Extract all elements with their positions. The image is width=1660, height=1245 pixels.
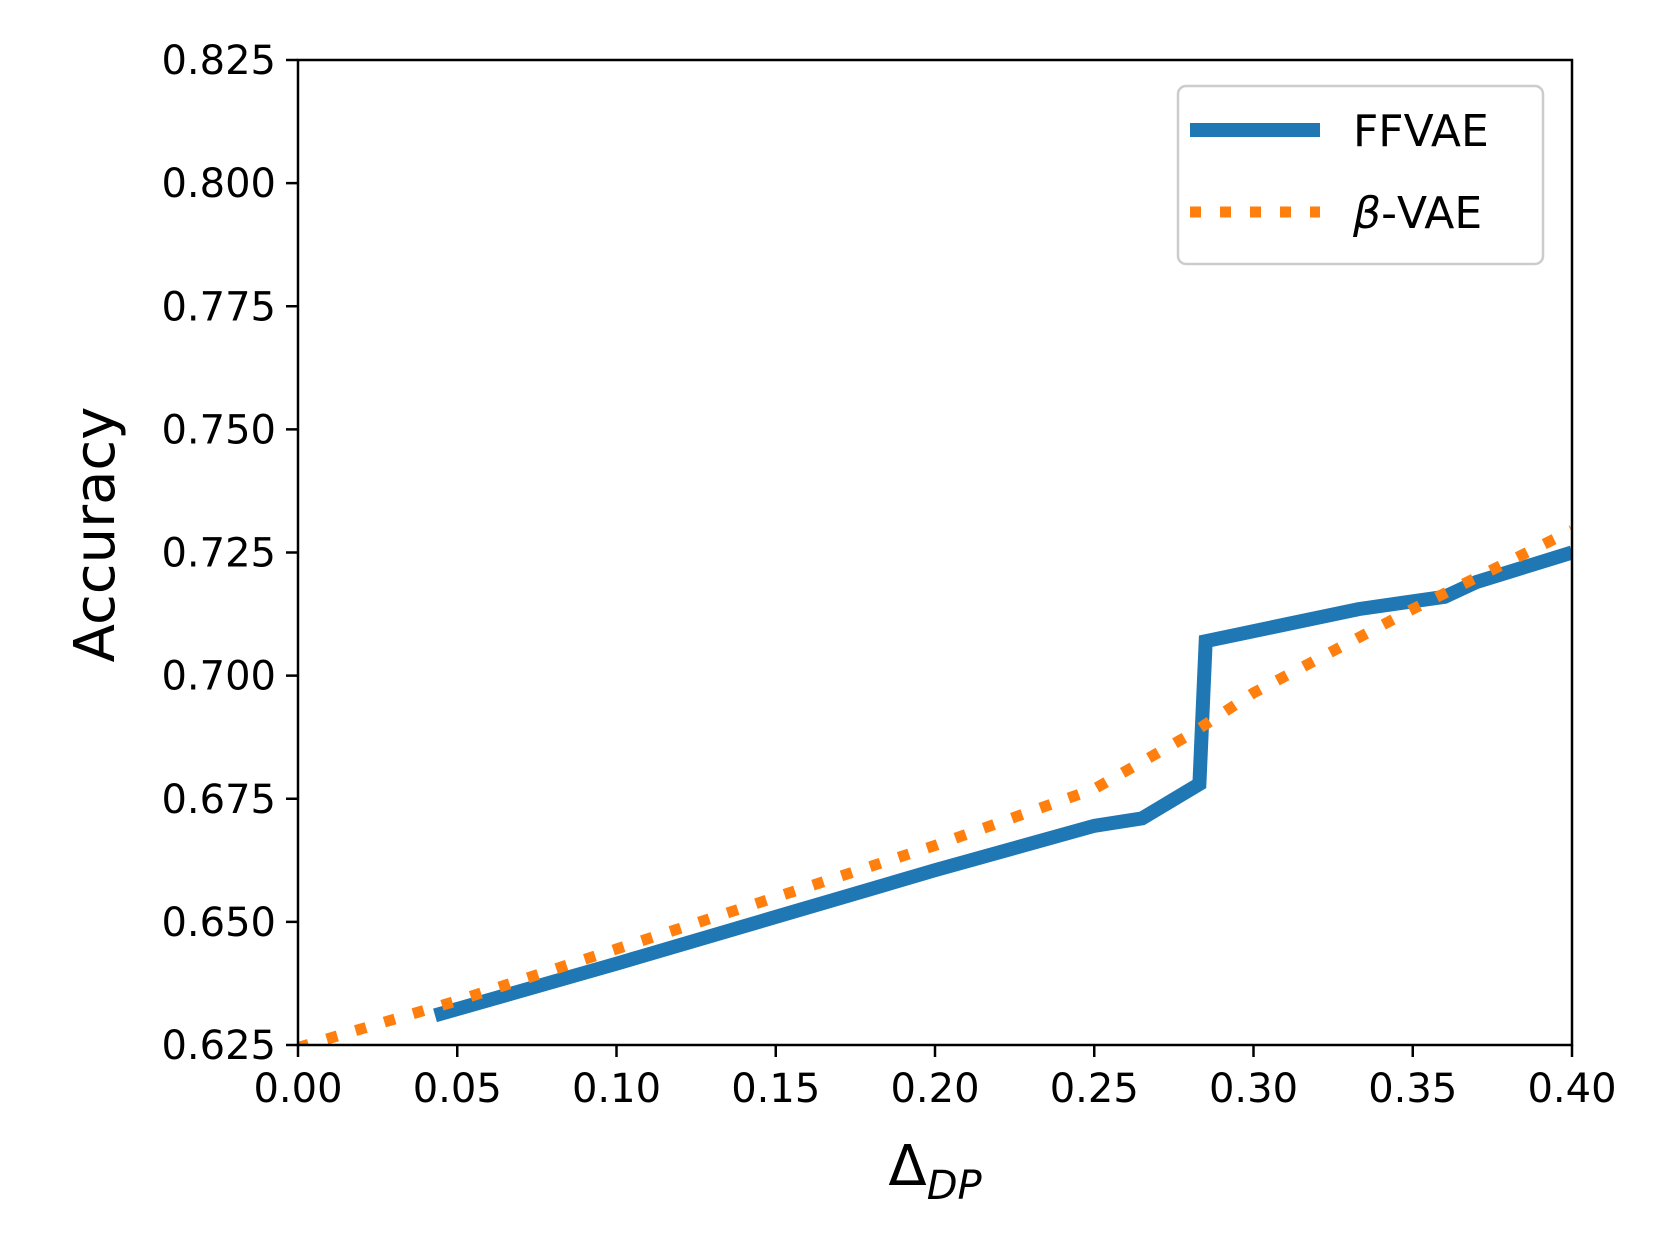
y-axis: 0.625 0.650 0.675 0.700 0.725 0.750 0.775 0.800… (161, 38, 298, 1069)
x-axis-label: ΔDP (888, 1134, 982, 1209)
x-tick-label: 0.20 (890, 1066, 979, 1112)
y-tick-label: 0.725 (161, 531, 276, 577)
legend-label-text: FFVAE (1353, 106, 1489, 157)
series-layer (298, 525, 1572, 1045)
x-tick-label: 0.35 (1368, 1066, 1457, 1112)
x-axis-label-main: Δ (888, 1134, 926, 1199)
legend: FFVAE β-VAE (1176, 84, 1545, 266)
legend-label-symbol: β (1352, 188, 1381, 239)
x-tick-label: 0.15 (731, 1066, 820, 1112)
legend-label-beta-vae: β-VAE (1352, 188, 1482, 239)
x-tick-label: 0.30 (1209, 1066, 1298, 1112)
x-tick-label: 0.25 (1050, 1066, 1139, 1112)
legend-label-text: -VAE (1381, 188, 1482, 239)
y-tick-label: 0.700 (161, 654, 276, 700)
y-tick-label: 0.750 (161, 407, 276, 453)
x-tick-label: 0.05 (413, 1066, 502, 1112)
y-tick-label: 0.625 (161, 1023, 276, 1069)
series-line-beta-vae (298, 525, 1572, 1045)
y-tick-label: 0.800 (161, 161, 276, 207)
y-tick-label: 0.825 (161, 38, 276, 84)
series-line-ffvae (433, 545, 1572, 1023)
x-tick-label: 0.40 (1527, 1066, 1616, 1112)
y-axis-label: Accuracy (63, 407, 128, 663)
x-axis: 0.00 0.05 0.10 0.15 0.20 0.25 0.30 0.35 0.40 (253, 1045, 1617, 1112)
x-tick-label: 0.10 (572, 1066, 661, 1112)
y-tick-label: 0.650 (161, 900, 276, 946)
x-tick-label: 0.00 (253, 1066, 342, 1112)
y-tick-label: 0.675 (161, 777, 276, 823)
x-axis-label-subscript: DP (927, 1163, 983, 1209)
y-tick-label: 0.775 (161, 284, 276, 330)
legend-label-ffvae: FFVAE (1353, 106, 1489, 157)
